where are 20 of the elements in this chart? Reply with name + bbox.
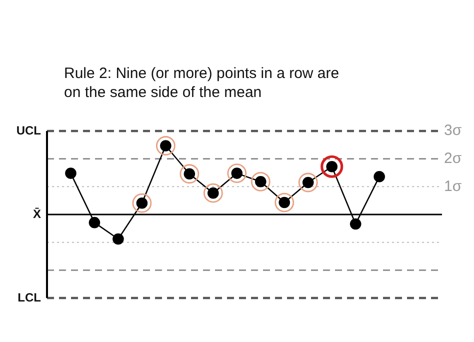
point [298, 172, 318, 192]
point [180, 164, 200, 184]
point [65, 168, 76, 179]
point [274, 192, 294, 212]
point [203, 183, 223, 203]
y-tick-label: 1σ [444, 178, 462, 195]
point [112, 233, 124, 245]
point [250, 172, 270, 192]
y-tick-label: 3σ [444, 122, 462, 140]
point [227, 164, 247, 184]
chart-title: Rule 2: Nine (or more) points in a row are on the same side of the mean [64, 64, 340, 102]
point [374, 170, 385, 182]
ref-line-label: X̄ [32, 206, 41, 221]
y-tick-label: 2σ [444, 150, 462, 167]
point [88, 216, 100, 228]
point [156, 136, 176, 156]
ref-line-label: UCL [16, 123, 41, 138]
ref-line-label: LCL [18, 290, 41, 304]
point [350, 218, 362, 230]
point [132, 193, 152, 213]
